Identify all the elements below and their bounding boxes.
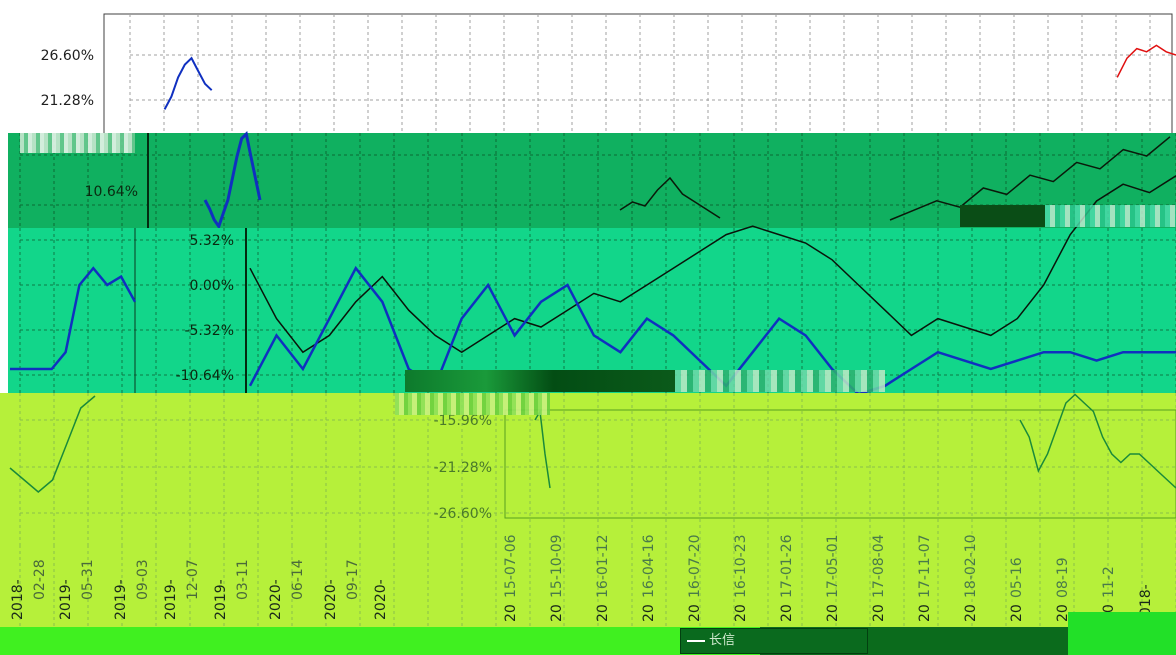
ytick-label: 21.28%	[41, 93, 94, 109]
xaxis-tick-label: 08-19	[1055, 557, 1071, 598]
xaxis-tick-label: 11-2	[1101, 566, 1117, 598]
xaxis-tick-label: 09-03	[135, 559, 151, 600]
ytick-label: 0.00%	[190, 278, 234, 294]
band3-gridlines	[19, 393, 1176, 545]
artifact-block	[1045, 205, 1176, 227]
top-gridlines	[129, 14, 1172, 135]
xaxis-tick-label: 2020-	[373, 579, 389, 620]
xaxis-tick-label: 05-16	[1009, 557, 1025, 598]
ytick-label: -5.32%	[184, 323, 234, 339]
legend-swatch	[687, 639, 705, 642]
xaxis-tick-label: 17-08-04	[871, 534, 887, 598]
xaxis-year-prefix: 20	[1055, 604, 1071, 622]
series-line-black	[889, 136, 1171, 221]
ytick-label: 26.60%	[41, 48, 94, 64]
xaxis-year-prefix: 20	[687, 604, 703, 622]
ytick-label: 5.32%	[190, 233, 234, 249]
xaxis-tick-label: 2019-	[113, 579, 129, 620]
artifact-block	[20, 133, 135, 153]
xaxis-tick-label: 06-14	[290, 559, 306, 600]
xaxis-right-labels: 15-07-06 20 15-10-09 20 16-01-12 20 16-04-16 20…	[503, 534, 1154, 625]
xaxis-year-prefix: 20	[917, 604, 933, 622]
series-line-black	[619, 176, 721, 219]
artifact-block	[395, 393, 550, 415]
xaxis-tick-label: 2020-	[323, 579, 339, 620]
xaxis-tick-label: 18-02-10	[963, 534, 979, 598]
xaxis-year-prefix: 20	[733, 604, 749, 622]
xaxis-tick-label: 15-10-09	[549, 534, 565, 598]
xaxis-tick-label: 16-01-12	[595, 534, 611, 598]
xaxis-tick-label: 2019-	[213, 579, 229, 620]
xaxis-left-labels: 2018- 2019- 2019- 2019- 2019- 2020- 2020- 2020-…	[10, 559, 389, 620]
ytick-label: -15.96%	[434, 413, 492, 429]
xaxis-tick-label: 2019-	[163, 579, 179, 620]
xaxis-tick-label: 05-31	[80, 559, 96, 600]
xaxis-tick-label: 09-17	[345, 559, 361, 600]
xaxis-band: 2018- 2019- 2019- 2019- 2019- 2020- 2020- 2020-…	[0, 534, 1176, 627]
series-line-teal	[1019, 393, 1176, 489]
series-line-red	[1116, 44, 1176, 78]
xaxis-year-prefix: 20	[963, 604, 979, 622]
xaxis-year-prefix: 20	[549, 604, 565, 622]
ytick-label: -26.60%	[434, 506, 492, 522]
band-yellow-green: -15.96% -21.28% -26.60%	[0, 393, 1176, 545]
band3-tick-labels: -15.96% -21.28% -26.60%	[434, 413, 492, 522]
band1-series	[203, 131, 1171, 230]
artifact-block	[675, 370, 885, 392]
xaxis-tick-label: 2020-	[268, 579, 284, 620]
xaxis-gridlines	[19, 545, 1176, 627]
artifact-block	[405, 370, 675, 392]
xaxis-year-prefix: 20	[641, 604, 657, 622]
top-panel: 26.60%21.28%15.96%	[0, 0, 1176, 157]
bright-corner-block	[1068, 612, 1176, 655]
series-line-teal	[9, 395, 96, 493]
series-line-black	[249, 175, 1176, 354]
xaxis-tick-label: 15-07-06	[503, 534, 519, 598]
xaxis-tick-label: 17-01-26	[779, 534, 795, 598]
xaxis-tick-label: 03-11	[235, 559, 251, 600]
xaxis-year-prefix: 20	[503, 604, 519, 622]
xaxis-year-prefix: 20	[1009, 604, 1025, 622]
series-line-teal	[534, 409, 551, 489]
xaxis-tick-label: 02-28	[32, 559, 48, 600]
xaxis-year-prefix: 20	[779, 604, 795, 622]
ytick-label: -10.64%	[176, 368, 234, 384]
xaxis-year-prefix: 20	[825, 604, 841, 622]
band3-series	[9, 393, 1176, 493]
top-series	[163, 44, 1176, 110]
band-mid-green: 5.32% 0.00% -5.32% -10.64%	[8, 175, 1176, 396]
series-line-blue	[203, 131, 262, 230]
xaxis-year-prefix: 20	[595, 604, 611, 622]
xaxis-tick-label: 16-04-16	[641, 534, 657, 598]
ytick-label: -21.28%	[434, 460, 492, 476]
series-line-blue	[10, 266, 137, 371]
xaxis-tick-label: 16-07-20	[687, 534, 703, 598]
ytick-band1: 10.64%	[85, 184, 138, 200]
legend-label: 长信	[709, 633, 736, 648]
xaxis-tick-label: 2019-	[58, 579, 74, 620]
xaxis-tick-label: 17-11-07	[917, 534, 933, 598]
xaxis-year-prefix: 20	[871, 604, 887, 622]
series-line-blue	[163, 56, 213, 110]
xaxis-tick-label: 17-05-01	[825, 534, 841, 598]
xaxis-tick-label: 16-10-23	[733, 534, 749, 598]
xaxis-tick-label: 2018-	[10, 579, 26, 620]
legend: 长信	[680, 628, 868, 654]
band2-tick-labels: 5.32% 0.00% -5.32% -10.64%	[176, 233, 234, 384]
xaxis-tick-label: 12-07	[185, 559, 201, 600]
artifact-block	[960, 205, 1045, 227]
